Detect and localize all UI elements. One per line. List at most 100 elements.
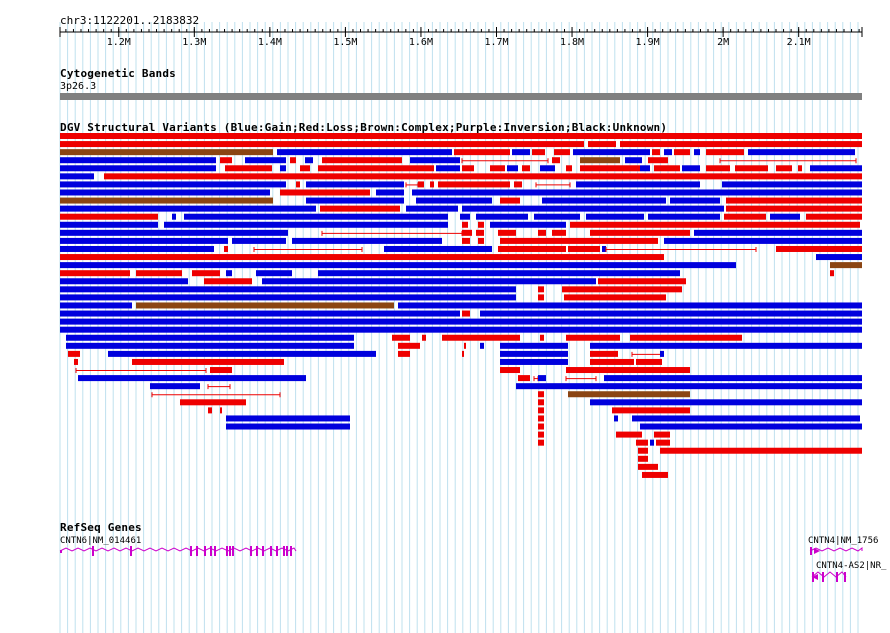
dgv-variant-loss[interactable] (648, 157, 668, 164)
dgv-variant-gain[interactable] (664, 237, 862, 244)
dgv-variant-loss[interactable] (220, 157, 232, 164)
dgv-variant-gain[interactable] (507, 165, 518, 172)
dgv-variant-gain[interactable] (640, 423, 862, 430)
dgv-variant-gain[interactable] (500, 350, 568, 357)
dgv-variant-loss[interactable] (538, 399, 544, 406)
dgv-variant-gain[interactable] (516, 383, 862, 390)
dgv-variant-loss[interactable] (442, 334, 520, 341)
dgv-variant-loss[interactable] (652, 149, 660, 156)
dgv-variant-loss[interactable] (500, 237, 658, 244)
dgv-variant-gain[interactable] (590, 342, 862, 349)
dgv-variant-loss[interactable] (538, 415, 544, 422)
dgv-variant-gain[interactable] (770, 213, 800, 220)
dgv-variant-loss[interactable] (220, 407, 222, 414)
dgv-variant-loss[interactable] (538, 229, 546, 236)
dgv-variant-loss[interactable] (225, 165, 272, 172)
dgv-variant-loss[interactable] (498, 245, 566, 252)
dgv-variant-gain[interactable] (398, 302, 862, 309)
dgv-variant-loss[interactable] (706, 149, 744, 156)
dgv-variant-gain[interactable] (60, 237, 228, 244)
dgv-variant-gain[interactable] (66, 342, 354, 349)
dgv-variant-loss[interactable] (476, 229, 484, 236)
dgv-variant-gain[interactable] (462, 205, 724, 212)
dgv-variant-gain[interactable] (60, 173, 94, 180)
dgv-variant-loss[interactable] (538, 423, 544, 430)
dgv-variant-gain[interactable] (226, 270, 232, 277)
dgv-variant-loss[interactable] (462, 221, 468, 228)
dgv-variant-loss[interactable] (478, 237, 484, 244)
dgv-variant-gain[interactable] (164, 221, 448, 228)
dgv-variant-loss[interactable] (68, 350, 80, 357)
dgv-variant-gain[interactable] (412, 189, 862, 196)
dgv-variant-gain[interactable] (256, 270, 292, 277)
dgv-variant-loss[interactable] (224, 245, 228, 252)
dgv-variant-gain[interactable] (534, 213, 580, 220)
dgv-variant-loss[interactable] (296, 181, 300, 188)
dgv-variant-gain[interactable] (306, 181, 404, 188)
dgv-variant-gain[interactable] (480, 342, 484, 349)
dgv-variant-loss[interactable] (454, 149, 510, 156)
dgv-variant-gain[interactable] (573, 149, 650, 156)
dgv-variant-loss[interactable] (588, 141, 616, 148)
dgv-variant-gain[interactable] (226, 415, 350, 422)
dgv-variant-gain[interactable] (640, 165, 650, 172)
dgv-variant-gain[interactable] (648, 213, 720, 220)
dgv-variant-gain[interactable] (108, 350, 376, 357)
dgv-variant-gain[interactable] (490, 221, 566, 228)
dgv-variant-loss[interactable] (60, 270, 130, 277)
dgv-variant-gain[interactable] (480, 310, 862, 317)
dgv-variant-gain[interactable] (540, 165, 555, 172)
dgv-variant-gain[interactable] (406, 205, 458, 212)
dgv-variant-gain[interactable] (60, 189, 270, 196)
dgv-variant-loss[interactable] (300, 165, 310, 172)
dgv-variant-complex[interactable] (136, 302, 394, 309)
refseq-track-title[interactable]: RefSeq Genes (60, 521, 142, 534)
dgv-variant-loss[interactable] (638, 447, 648, 454)
dgv-variant-gain[interactable] (60, 221, 158, 228)
dgv-variant-gain[interactable] (184, 213, 448, 220)
dgv-variant-gain[interactable] (60, 302, 132, 309)
dgv-variant-loss[interactable] (280, 189, 370, 196)
dgv-variant-loss[interactable] (398, 350, 410, 357)
cytoband-track-title[interactable]: Cytogenetic Bands (60, 67, 176, 80)
dgv-variant-gain[interactable] (60, 229, 288, 236)
dgv-variant-loss[interactable] (462, 165, 474, 172)
dgv-variant-gain[interactable] (586, 213, 644, 220)
dgv-variant-loss[interactable] (514, 181, 522, 188)
dgv-variant-gain[interactable] (60, 294, 516, 301)
dgv-variant-loss[interactable] (104, 173, 862, 180)
dgv-variant-gain[interactable] (416, 197, 492, 204)
dgv-variant-gain[interactable] (538, 375, 546, 382)
dgv-variant-loss[interactable] (522, 165, 530, 172)
dgv-variant-gain[interactable] (60, 181, 286, 188)
dgv-variant-loss[interactable] (538, 439, 544, 446)
dgv-variant-gain[interactable] (292, 237, 442, 244)
dgv-variant-gain[interactable] (60, 157, 216, 164)
dgv-variant-loss[interactable] (60, 254, 664, 261)
dgv-variant-loss[interactable] (706, 165, 730, 172)
dgv-variant-loss[interactable] (552, 229, 566, 236)
dgv-variant-loss[interactable] (538, 431, 544, 438)
dgv-variant-loss[interactable] (538, 391, 544, 398)
dgv-variant-loss[interactable] (634, 334, 742, 341)
dgv-variant-loss[interactable] (462, 310, 470, 317)
dgv-variant-loss[interactable] (636, 358, 662, 365)
dgv-variant-loss[interactable] (490, 165, 505, 172)
dgv-variant-gain[interactable] (590, 399, 862, 406)
dgv-variant-complex[interactable] (568, 391, 690, 398)
dgv-variant-loss[interactable] (478, 221, 484, 228)
dgv-variant-gain[interactable] (60, 310, 460, 317)
dgv-variant-gain[interactable] (748, 149, 855, 156)
dgv-variant-gain[interactable] (410, 157, 460, 164)
dgv-variant-gain[interactable] (66, 334, 354, 341)
dgv-variant-gain[interactable] (602, 245, 606, 252)
dgv-variant-gain[interactable] (512, 149, 530, 156)
dgv-variant-gain[interactable] (664, 149, 672, 156)
dgv-variant-loss[interactable] (430, 181, 434, 188)
dgv-variant-loss[interactable] (724, 213, 766, 220)
dgv-variant-loss[interactable] (192, 270, 220, 277)
gene-label-cntn4-as2[interactable]: CNTN4-AS2|NR_ (816, 561, 887, 571)
dgv-variant-loss[interactable] (590, 229, 690, 236)
dgv-variant-gain[interactable] (60, 286, 516, 293)
dgv-variant-gain[interactable] (460, 213, 470, 220)
